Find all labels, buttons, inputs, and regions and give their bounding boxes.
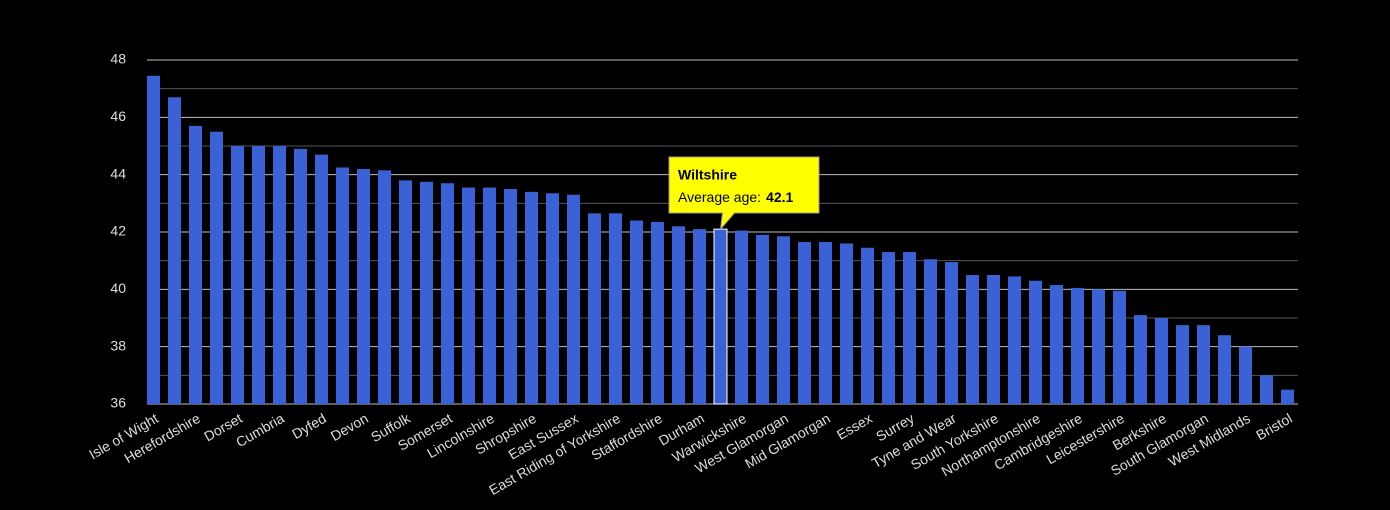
bar [1050, 285, 1063, 404]
bar [861, 247, 874, 404]
bar [441, 183, 454, 404]
bar [1197, 325, 1210, 404]
y-tick-label: 42 [110, 223, 126, 239]
bar [756, 234, 769, 404]
bar [168, 97, 181, 405]
bar [672, 226, 685, 404]
bar [1281, 389, 1294, 404]
bar [945, 262, 958, 404]
tooltip-title: Wiltshire [678, 167, 737, 183]
bar [294, 148, 307, 404]
bar [735, 230, 748, 404]
bar [693, 229, 706, 404]
bar [1071, 287, 1084, 404]
bar [147, 75, 160, 405]
bar [1155, 318, 1168, 404]
bar [588, 213, 601, 404]
bar [651, 221, 664, 404]
y-tick-label: 48 [110, 51, 126, 67]
y-tick-label: 40 [110, 280, 126, 296]
bar [1134, 315, 1147, 404]
bar [210, 131, 223, 404]
bar [378, 170, 391, 404]
bar [798, 242, 811, 404]
bar [462, 187, 475, 404]
bar [819, 242, 832, 404]
bar [399, 180, 412, 404]
y-tick-label: 44 [110, 165, 126, 181]
bar [273, 146, 286, 404]
bar [1092, 289, 1105, 404]
bar [1008, 276, 1021, 404]
tooltip-text: Average age: 42.1 [678, 189, 793, 205]
x-tick-label: Bristol [1253, 410, 1295, 443]
bar [315, 154, 328, 404]
bar [882, 252, 895, 404]
bar [1218, 335, 1231, 404]
bar [483, 187, 496, 404]
bar [567, 194, 580, 404]
x-tick-label: Devon [328, 410, 371, 444]
bar [1260, 375, 1273, 404]
tooltip-box [668, 156, 820, 231]
x-tick-label: Dyfed [289, 410, 329, 442]
bar [420, 181, 433, 404]
bar [525, 191, 538, 404]
tooltip-value: 42.1 [766, 189, 793, 205]
x-tick-label: Essex [834, 410, 875, 443]
bar [630, 220, 643, 404]
bar [1239, 346, 1252, 404]
bar [924, 259, 937, 404]
bar [546, 193, 559, 404]
y-tick-label: 38 [110, 337, 126, 353]
bar [1029, 280, 1042, 404]
tooltip: Wiltshire Average age: 42.1 [668, 156, 820, 231]
bar [189, 125, 202, 404]
bar [609, 213, 622, 404]
bar [1113, 290, 1126, 404]
bar [713, 228, 728, 405]
bar [357, 168, 370, 404]
bar [987, 275, 1000, 404]
bar [966, 275, 979, 404]
bar [252, 146, 265, 404]
tooltip-label: Average age: [678, 189, 761, 205]
bar [777, 236, 790, 404]
y-tick-label: 46 [110, 108, 126, 124]
bar [840, 243, 853, 404]
bar [231, 146, 244, 404]
bar [1176, 325, 1189, 404]
bar [336, 167, 349, 404]
x-tick-label: Cumbria [233, 410, 287, 450]
y-tick-label: 36 [110, 395, 126, 411]
bar [903, 252, 916, 404]
bar [504, 189, 517, 404]
